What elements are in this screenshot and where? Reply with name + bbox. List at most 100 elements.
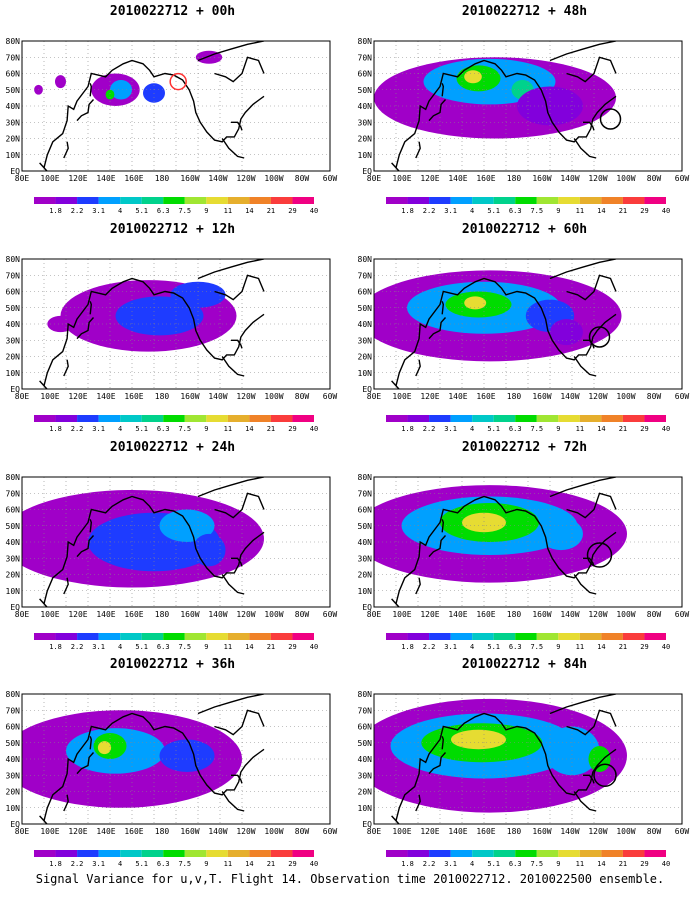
- lon-tick-label: 160W: [180, 827, 199, 836]
- colorbar-label: 14: [597, 643, 605, 651]
- lon-tick-label: 120W: [236, 392, 255, 401]
- lat-tick-label: 70N: [358, 53, 373, 62]
- colorbar-label: 1.8: [401, 860, 414, 868]
- colorbar-label: 14: [245, 643, 253, 651]
- colorbar-label: 5.1: [135, 425, 148, 433]
- coastline: [43, 712, 265, 821]
- lon-tick-label: 140W: [208, 174, 227, 183]
- lat-tick-label: 70N: [6, 489, 21, 498]
- lon-tick-label: 120E: [420, 392, 439, 401]
- lat-tick-label: 60N: [358, 723, 373, 732]
- coastline: [583, 774, 595, 784]
- colorbar-label: 11: [224, 860, 232, 868]
- lon-tick-label: 160E: [124, 610, 143, 619]
- variance-contour: [451, 729, 506, 750]
- colorbar-swatch: [77, 197, 99, 204]
- lat-tick-label: 10N: [358, 804, 373, 813]
- lon-tick-label: 80E: [367, 610, 382, 619]
- lon-tick-label: 120W: [588, 174, 607, 183]
- colorbar-label: 4: [118, 207, 122, 215]
- lon-tick-label: 180: [507, 610, 522, 619]
- coastline: [566, 56, 617, 83]
- lat-tick-label: 40N: [6, 102, 21, 111]
- lon-tick-label: 160E: [124, 827, 143, 836]
- lat-tick-label: 20N: [358, 571, 373, 580]
- lat-tick-label: 70N: [358, 706, 373, 715]
- variance-contour: [539, 517, 583, 551]
- colorbar-swatch: [644, 197, 666, 204]
- colorbar-swatch: [386, 415, 408, 422]
- lon-tick-label: 100W: [264, 174, 283, 183]
- colorbar-label: 11: [576, 425, 584, 433]
- coastline: [214, 709, 265, 736]
- lat-tick-label: 40N: [358, 755, 373, 764]
- observation-circle: [588, 326, 611, 348]
- lon-tick-label: 140E: [448, 610, 467, 619]
- coastline: [231, 121, 243, 131]
- colorbar-swatch: [386, 197, 408, 204]
- colorbar-label: 6.3: [509, 643, 522, 651]
- lon-tick-label: 140W: [560, 392, 579, 401]
- colorbar-label: 4: [470, 643, 474, 651]
- colorbar-label: 9: [556, 207, 560, 215]
- lat-tick-label: 20N: [358, 135, 373, 144]
- colorbar-label: 11: [224, 207, 232, 215]
- coastline: [197, 259, 265, 280]
- lat-tick-label: 60N: [6, 70, 21, 79]
- lon-tick-label: 160E: [476, 610, 495, 619]
- lat-tick-label: 30N: [358, 118, 373, 127]
- lon-tick-label: 160E: [124, 392, 143, 401]
- colorbar-swatch: [206, 633, 228, 640]
- colorbar-swatch: [270, 197, 293, 204]
- colorbar-label: 6.3: [157, 207, 170, 215]
- lon-tick-label: 180: [155, 174, 170, 183]
- colorbar-swatch: [536, 850, 559, 857]
- lon-tick-label: 80W: [647, 827, 662, 836]
- lat-tick-label: EQ: [362, 385, 372, 394]
- colorbar-swatch: [472, 850, 494, 857]
- variance-map: EQ 10N 20N 30N 40N 50N 60N 70N 80N 80E 100E 120E 140…: [6, 690, 338, 868]
- lat-tick-label: 70N: [6, 53, 21, 62]
- colorbar-swatch: [184, 415, 207, 422]
- colorbar-label: 14: [597, 860, 605, 868]
- colorbar-label: 21: [267, 207, 275, 215]
- colorbar-label: 7.5: [178, 643, 191, 651]
- colorbar-label: 2.2: [71, 643, 84, 651]
- colorbar-label: 29: [288, 860, 296, 868]
- variance-map: EQ 10N 20N 30N 40N 50N 60N 70N 80N 80E 100E 120E 140…: [6, 255, 338, 433]
- lat-tick-label: 10N: [358, 587, 373, 596]
- colorbar-swatch: [206, 415, 228, 422]
- coastline: [231, 339, 243, 349]
- coastline: [89, 301, 93, 315]
- coastline: [221, 138, 245, 159]
- lat-tick-label: 60N: [358, 70, 373, 79]
- coastline: [428, 99, 447, 122]
- lat-tick-label: 60N: [358, 506, 373, 515]
- lon-tick-label: 60W: [323, 174, 338, 183]
- forecast-panel: 2010022712 + 24h EQ 10N 20N 30N 40N 50N 60N 70N 8…: [0, 436, 345, 654]
- colorbar-label: 21: [619, 207, 627, 215]
- lon-tick-label: 100W: [264, 610, 283, 619]
- lon-tick-label: 120W: [588, 610, 607, 619]
- forecast-panel: 2010022712 + 48h EQ 10N 20N 30N 40N 50N 60N 70N 8…: [352, 0, 697, 218]
- coastline: [395, 495, 617, 604]
- lon-tick-label: 140E: [96, 392, 115, 401]
- colorbar-label: 14: [597, 207, 605, 215]
- colorbar-swatch: [429, 633, 451, 640]
- colorbar-swatch: [270, 633, 293, 640]
- colorbar-swatch: [622, 633, 645, 640]
- colorbar-swatch: [34, 633, 56, 640]
- coastline: [566, 492, 617, 519]
- lat-tick-label: 30N: [6, 118, 21, 127]
- variance-map: EQ 10N 20N 30N 40N 50N 60N 70N 80N 80E 100E 120E 140…: [358, 473, 690, 651]
- variance-contour: [550, 319, 583, 346]
- lat-tick-label: 20N: [358, 353, 373, 362]
- lon-tick-label: 140W: [208, 827, 227, 836]
- colorbar-swatch: [644, 633, 666, 640]
- lon-tick-label: 140E: [96, 827, 115, 836]
- lat-tick-label: 50N: [6, 522, 21, 531]
- colorbar-label: 40: [662, 860, 670, 868]
- lon-tick-label: 140E: [448, 174, 467, 183]
- forecast-panel: 2010022712 + 84h EQ 10N 20N 30N 40N 50N 60N 70N 8…: [352, 653, 697, 871]
- colorbar-swatch: [579, 197, 602, 204]
